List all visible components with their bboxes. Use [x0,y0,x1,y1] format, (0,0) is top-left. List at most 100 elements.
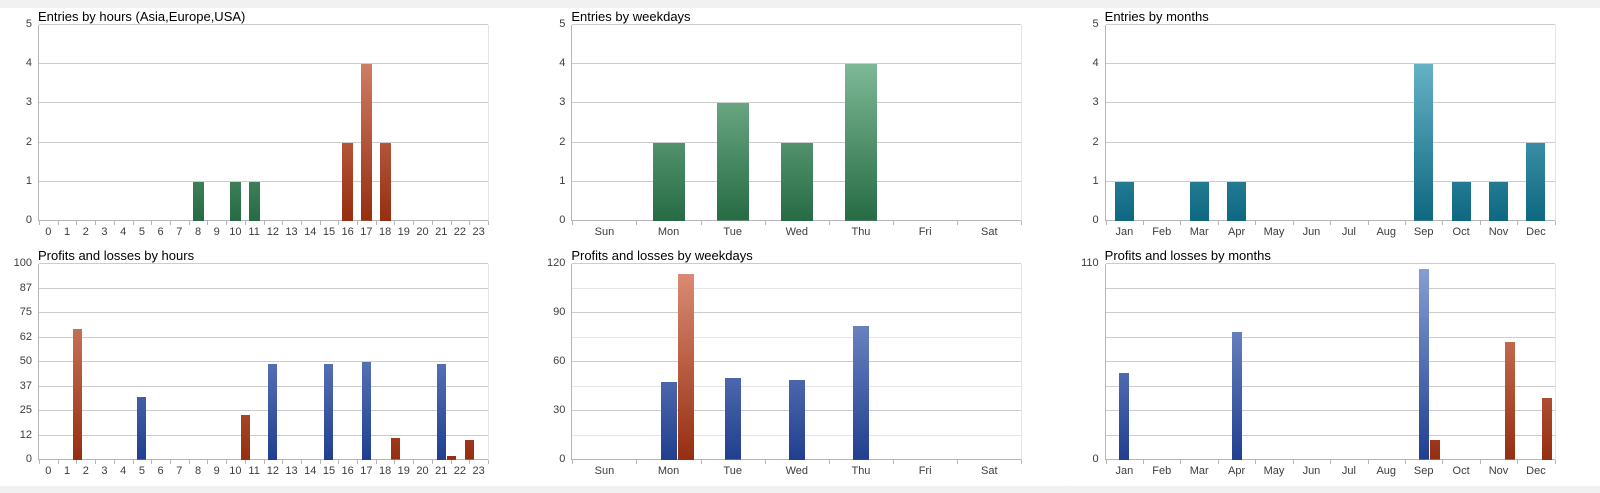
axis-tick [469,221,471,225]
bar-entries [652,142,685,221]
bar-entries [1526,142,1546,221]
x-axis-label: 16 [341,465,354,477]
bar-entries-europe-session [248,181,260,221]
gridline [572,141,1022,143]
axis-tick [1367,460,1369,464]
x-axis-label: 15 [322,465,336,477]
axis-tick [1105,460,1107,464]
x-axis-label: 0 [45,465,52,477]
gridline [572,24,1022,25]
gridline [1105,24,1555,25]
bar-entries [780,142,813,221]
axis-tick [413,221,415,225]
x-axis-label: 23 [472,465,485,477]
y-axis-label: 4 [25,57,32,70]
axis-tick [828,221,830,225]
x-axis-label: Mar [1189,226,1209,238]
y-axis-label: 4 [559,57,566,70]
gridline [39,180,488,182]
x-axis-label: 18 [378,465,392,477]
gridline [1105,361,1555,362]
y-axis-label: 5 [1092,18,1099,30]
axis-tick [95,221,97,225]
axis-tick [1180,460,1182,464]
y-axis-label: 0 [25,453,32,465]
axis-tick [1021,221,1023,225]
axis-tick [282,221,284,225]
x-axis-label: Feb [1152,226,1172,238]
y-axis-label: 3 [559,96,566,109]
x-axis-label: Apr [1228,465,1246,477]
chart-title: Entries by hours (Asia,Europe,USA) [38,9,246,24]
x-axis-label: 22 [453,465,467,477]
gridline [39,102,488,104]
bar-entries [844,64,877,221]
x-axis-label: 14 [304,226,317,238]
y-axis-label: 0 [559,453,566,465]
bar-profits [1418,269,1429,460]
axis-tick [319,460,321,464]
chart-title: Profits and losses by weekdays [571,248,753,263]
gridline [1105,410,1555,411]
axis-tick [169,460,171,464]
x-axis-label: Sun [594,226,615,238]
y-axis-label: 1 [559,174,566,187]
x-axis-label: 6 [157,226,164,238]
bar-losses [677,273,694,460]
x-axis-label: Aug [1376,465,1397,477]
bar-losses [72,328,82,460]
axis-tick [488,460,489,464]
y-axis-label: 2 [1092,135,1099,148]
x-axis-label: Tue [723,465,742,477]
axis-tick [450,221,452,225]
bar-losses [465,440,475,460]
axis-tick [263,460,265,464]
bar-entries [1489,181,1509,221]
gridline [39,434,488,436]
axis-tick [263,221,265,225]
x-axis-label: Mon [657,226,680,238]
x-axis-label: 19 [397,465,410,477]
axis-tick [1021,460,1023,464]
bar-entries-europe-session [229,181,241,221]
x-axis-label: 2 [82,465,89,477]
x-axis-label: 7 [176,226,183,238]
bar-profits [436,363,446,460]
y-axis-label: 37 [19,379,32,392]
bar-profits [324,363,334,460]
bar-entries [1189,181,1209,221]
gridline [39,459,488,460]
bar-profits [361,362,371,460]
axis-tick [357,460,359,464]
axis-tick [957,221,959,225]
gridline [1105,180,1555,182]
axis-tick [1292,460,1294,464]
gridline [39,361,488,362]
axis-tick [700,460,702,464]
axis-tick [226,221,228,225]
axis-tick [95,460,97,464]
plot-area: 0 30 60 90 120 Sun Mon Tue Wed Thu Fri Sat [547,258,1023,477]
axis-tick [39,460,40,464]
x-axis-label: 1 [63,226,71,238]
axis-tick [1180,221,1182,225]
x-axis-label: 9 [213,465,220,477]
x-axis-label: Sep [1413,226,1434,238]
plot-area: 0 110 Jan Feb Mar Apr May Jun Jul Aug Sep Oct Nov Dec [1081,258,1556,477]
axis-tick [1479,460,1481,464]
y-axis-label: 25 [19,404,32,416]
x-axis-label: Jun [1302,465,1321,477]
bar-entries [1114,181,1134,221]
y-axis-label: 120 [546,257,566,269]
x-axis-label: May [1263,226,1285,238]
gridline [1105,263,1555,264]
axis-tick [375,460,377,464]
x-axis-label: May [1263,465,1285,477]
x-axis-label: Oct [1452,226,1470,238]
axis-tick [244,460,246,464]
x-axis-label: Apr [1228,226,1246,238]
y-axis-label: 4 [1092,57,1099,70]
x-axis-label: 20 [416,465,429,477]
